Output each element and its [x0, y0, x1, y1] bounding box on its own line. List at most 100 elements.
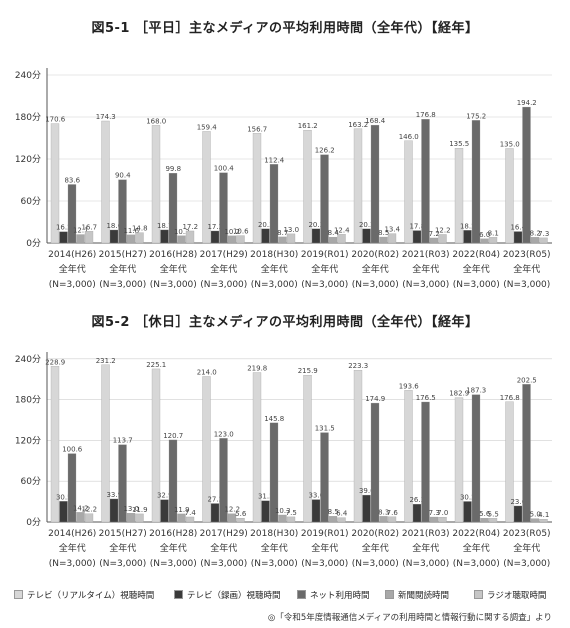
data-label: 14.8	[132, 225, 148, 233]
x-tick-label: (N=3,000)	[200, 559, 247, 569]
bar	[59, 501, 68, 523]
bar	[522, 384, 531, 523]
bar	[278, 514, 287, 523]
data-label: 8.5	[328, 508, 339, 516]
bar	[261, 500, 270, 523]
data-label: 83.6	[64, 176, 80, 184]
x-tick-label: (N=3,000)	[251, 280, 298, 290]
bar	[177, 513, 186, 523]
x-tick-label: (N=3,000)	[251, 559, 298, 569]
data-label: 10.2	[224, 228, 240, 236]
data-label: 12.2	[81, 506, 97, 514]
x-tick-label: 全年代	[261, 542, 288, 554]
bar	[219, 172, 228, 244]
bar	[320, 154, 329, 244]
data-label: 14.2	[73, 504, 89, 512]
data-label: 135.5	[449, 140, 469, 148]
chart-title-weekday: 図5-1 ［平日］主なメディアの平均利用時間（全年代）【経年】	[91, 21, 479, 36]
bar	[353, 370, 363, 523]
bar	[59, 231, 68, 244]
x-tick-label: (N=3,000)	[503, 559, 550, 569]
data-label: 145.8	[264, 415, 284, 423]
data-label: 214.0	[197, 368, 217, 376]
bar	[84, 513, 94, 523]
bar	[109, 229, 119, 244]
bar	[488, 518, 498, 523]
data-label: 174.3	[96, 113, 116, 121]
y-tick-label: 180分	[15, 112, 41, 123]
bar	[67, 184, 77, 244]
legend: テレビ（リアルタイム）視聴時間 テレビ（録画）視聴時間 ネット利用時間 新聞閲読…	[14, 589, 564, 601]
legend-swatch	[474, 590, 483, 599]
bar	[269, 422, 279, 523]
x-tick-label: 全年代	[261, 263, 288, 275]
bar	[530, 237, 540, 244]
data-label: 6.4	[336, 510, 348, 518]
data-label: 8.7	[277, 229, 288, 237]
bar	[168, 439, 178, 523]
data-label: 5.6	[479, 510, 491, 518]
legend-label: 新聞閲読時間	[398, 591, 450, 601]
data-label: 23.6	[510, 498, 526, 506]
data-label: 131.5	[315, 425, 335, 433]
bar	[421, 401, 430, 523]
legend-label: ラジオ聴取時間	[487, 591, 547, 601]
data-label: 170.6	[45, 116, 66, 124]
x-tick-label: 全年代	[513, 542, 540, 554]
bar	[261, 228, 270, 244]
y-tick-label: 120分	[15, 154, 41, 165]
bar	[252, 133, 262, 244]
bar	[328, 516, 338, 523]
bar	[404, 390, 413, 523]
data-label: 225.1	[146, 361, 166, 369]
x-tick-label: (N=3,000)	[402, 280, 449, 290]
data-label: 8.5	[378, 229, 389, 237]
data-label: 10.3	[174, 228, 190, 236]
legend-swatch	[14, 590, 23, 599]
bar	[50, 123, 60, 244]
data-label: 120.7	[163, 432, 183, 440]
data-label: 202.5	[517, 376, 537, 384]
y-tick-label: 240分	[15, 354, 41, 365]
bar	[202, 376, 211, 523]
data-label: 215.9	[298, 367, 318, 375]
bar	[454, 148, 464, 244]
bar	[210, 503, 220, 523]
data-label: 17.2	[182, 223, 198, 231]
bar	[50, 366, 60, 523]
x-tick-label: 2021(R03)	[402, 250, 450, 260]
data-label: 33.9	[106, 491, 122, 499]
data-label: 146.0	[399, 133, 419, 141]
bar	[109, 498, 119, 523]
data-label: 187.3	[466, 387, 486, 395]
data-label: 168.0	[146, 117, 166, 125]
bar	[379, 236, 388, 244]
x-tick-label: 全年代	[109, 542, 136, 554]
data-label: 31.3	[258, 493, 274, 501]
bar	[168, 172, 178, 244]
x-tick-label: (N=3,000)	[301, 280, 348, 290]
x-tick-label: 2016(H28)	[149, 529, 197, 539]
bar	[67, 453, 77, 523]
bar	[185, 230, 195, 244]
data-label: 135.0	[500, 141, 520, 149]
y-tick-label: 60分	[21, 476, 41, 487]
data-label: 4.1	[538, 511, 549, 519]
legend-item-radio: ラジオ聴取時間	[474, 589, 546, 601]
x-tick-label: 2019(R01)	[301, 529, 349, 539]
bar	[151, 125, 161, 244]
bar	[421, 119, 430, 244]
legend-item-tv-recorded: テレビ（録画）視聴時間	[174, 589, 281, 601]
y-tick-label: 60分	[21, 196, 41, 207]
data-label: 20.3	[258, 221, 274, 229]
data-label: 5.0	[530, 511, 541, 519]
bar	[252, 372, 262, 523]
data-label: 18.7	[157, 222, 173, 230]
bar	[480, 518, 489, 523]
x-tick-label: (N=3,000)	[200, 280, 247, 290]
x-tick-label: 2022(R04)	[452, 250, 500, 260]
x-tick-label: 2015(H27)	[99, 250, 147, 260]
data-label: 156.7	[247, 125, 267, 133]
x-tick-label: 全年代	[210, 263, 237, 275]
